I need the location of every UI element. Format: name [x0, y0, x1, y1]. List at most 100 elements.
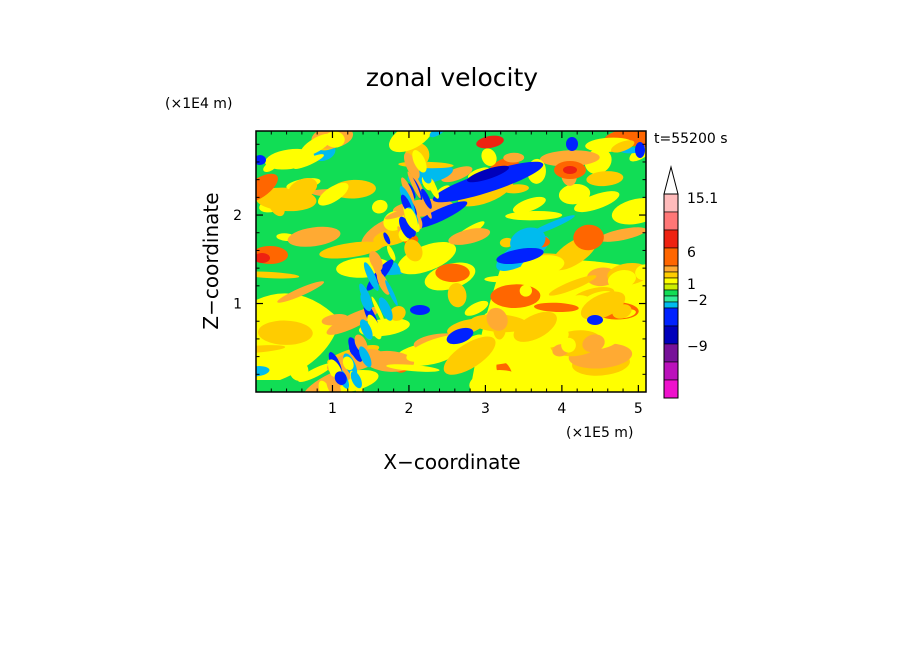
colorbar-label: −2	[687, 293, 708, 309]
field-blob	[504, 375, 559, 392]
field-blob	[326, 375, 342, 392]
field-blob	[363, 262, 379, 291]
field-blob	[378, 297, 393, 321]
field-blob	[443, 336, 496, 375]
field-blob	[566, 137, 578, 151]
field-blob	[389, 131, 433, 153]
field-blob	[403, 152, 420, 180]
x-axis-unit: (×1E5 m)	[566, 425, 633, 441]
field-blob	[318, 380, 336, 392]
field-blob	[256, 155, 266, 165]
field-blob	[573, 224, 604, 251]
field-blob	[423, 202, 432, 219]
field-blob	[257, 320, 313, 345]
field-blob	[421, 188, 432, 209]
colorbar-segment	[663, 343, 679, 363]
field-blob	[371, 296, 386, 325]
field-blob	[635, 264, 646, 281]
field-blob	[561, 337, 576, 353]
colorbar: 15.1 6 1−2 −9	[663, 165, 718, 399]
field-blob	[265, 148, 315, 170]
field-blob	[319, 241, 383, 259]
x-tick-label: 3	[481, 401, 490, 417]
field-blob	[389, 305, 406, 321]
field-blob	[505, 210, 563, 221]
y-axis-title: Z−coordinate	[199, 192, 223, 329]
field-blob	[486, 307, 508, 331]
colorbar-segment	[663, 229, 679, 249]
field-blob	[403, 218, 416, 237]
x-axis-title: X−coordinate	[383, 450, 520, 474]
field-blob	[447, 283, 467, 308]
field-blob	[582, 334, 605, 353]
colorbar-segment	[663, 211, 679, 231]
field-blob	[448, 228, 491, 245]
field-blob	[635, 142, 645, 158]
field-blob	[404, 208, 418, 230]
y-tick-label: 2	[233, 208, 242, 224]
field-blob	[401, 177, 415, 203]
y-tick-label: 1	[233, 297, 242, 313]
field-blob	[393, 262, 401, 275]
field-blob	[277, 281, 325, 303]
colorbar-over-arrow	[663, 165, 679, 195]
field-blob	[256, 173, 278, 204]
colorbar-segment	[663, 301, 679, 309]
colorbar-segment	[663, 307, 679, 327]
field-blob	[410, 305, 430, 315]
field-blob	[503, 152, 525, 163]
field-blob	[383, 232, 391, 245]
colorbar-segment	[663, 247, 679, 267]
field-blob	[359, 283, 373, 309]
field-blob	[317, 182, 349, 206]
x-axis: 1 2 3 4 5	[270, 131, 643, 417]
field-blob	[467, 165, 509, 183]
time-label: t=55200 s	[654, 131, 728, 147]
plot-frame	[255, 130, 647, 393]
field-blob	[533, 302, 579, 313]
field-blob	[496, 247, 544, 265]
colorbar-segment	[663, 379, 679, 399]
field-blob	[587, 315, 603, 325]
field-blob	[298, 363, 333, 382]
field-blob	[256, 271, 300, 279]
field-blob	[574, 191, 620, 213]
field-blob	[412, 201, 468, 229]
field-blob	[350, 371, 362, 389]
field-blob	[611, 140, 635, 153]
field-blob	[342, 356, 354, 371]
field-blob	[422, 171, 432, 184]
field-blob	[539, 150, 600, 167]
field-blob	[397, 241, 457, 275]
y-axis: 12	[233, 143, 646, 375]
field-blob	[580, 291, 626, 320]
field-blob	[387, 245, 396, 261]
field-blob	[324, 131, 345, 148]
field-blob	[321, 314, 349, 326]
field-blob	[334, 371, 347, 385]
field-blob	[586, 171, 624, 187]
y-axis-unit: (×1E4 m)	[165, 96, 232, 112]
field-blob	[548, 275, 597, 296]
field-blob	[404, 239, 423, 262]
field-blob	[369, 251, 383, 271]
field-blob	[611, 198, 646, 225]
field-blob	[502, 184, 529, 194]
field-blob	[432, 161, 544, 203]
field-blob	[268, 195, 285, 217]
field-blob	[612, 304, 632, 319]
colorbar-segment	[663, 295, 679, 303]
colorbar-frame	[663, 193, 679, 399]
x-tick-label: 4	[557, 401, 566, 417]
field-blob	[473, 351, 533, 366]
field-blob	[481, 148, 497, 166]
field-blob	[464, 300, 489, 316]
field-blob	[607, 270, 636, 289]
field-blob	[412, 150, 427, 173]
colorbar-segment	[663, 325, 679, 345]
contour-field	[256, 131, 646, 392]
colorbar-segment	[663, 265, 679, 273]
field-blob	[359, 319, 373, 340]
